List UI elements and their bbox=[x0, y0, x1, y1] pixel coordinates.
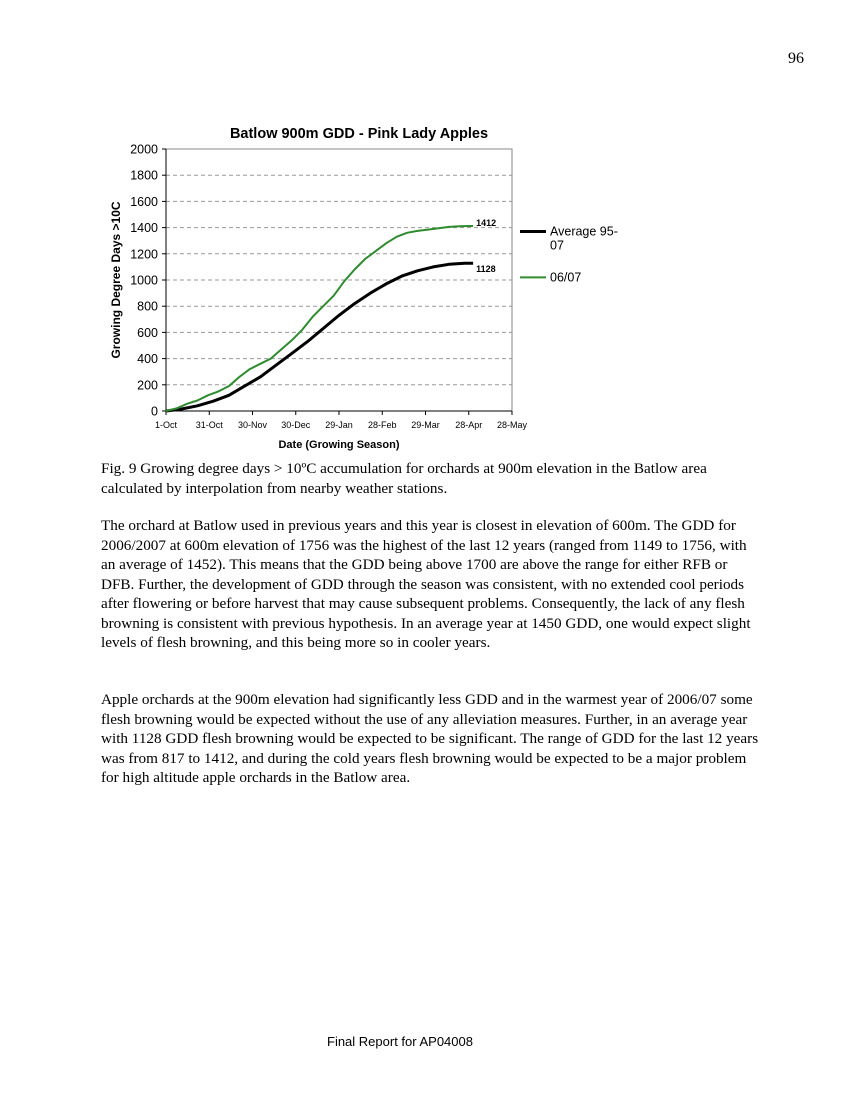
x-tick-label: 28-May bbox=[497, 420, 528, 430]
x-tick-label: 30-Nov bbox=[238, 420, 268, 430]
x-tick-label: 28-Apr bbox=[455, 420, 482, 430]
y-tick-label: 800 bbox=[137, 300, 158, 314]
y-tick-label: 1400 bbox=[130, 221, 158, 235]
paragraph-2: Apple orchards at the 900m elevation had… bbox=[101, 691, 759, 786]
x-tick-label: 31-Oct bbox=[196, 420, 224, 430]
legend-label: Average 95-07 bbox=[550, 225, 618, 253]
y-tick-label: 1600 bbox=[130, 195, 158, 209]
y-tick-label: 0 bbox=[151, 405, 158, 419]
x-tick-label: 28-Feb bbox=[368, 420, 397, 430]
y-tick-label: 600 bbox=[137, 326, 158, 340]
y-tick-label: 1000 bbox=[130, 274, 158, 288]
series-end-label: 1412 bbox=[476, 218, 496, 228]
x-tick-label: 29-Jan bbox=[325, 420, 353, 430]
figure-caption: Fig. 9 Growing degree days > 10ºC accumu… bbox=[101, 460, 707, 497]
series-line-0607 bbox=[165, 225, 474, 412]
y-tick-label: 2000 bbox=[130, 143, 158, 157]
legend-label: 06/07 bbox=[550, 270, 581, 284]
gdd-chart: 0 200 400 600 800 1000 1200 1400 1600 1800 2000 1-O… bbox=[100, 118, 660, 458]
chart-svg: 0 200 400 600 800 1000 1200 1400 1600 1800 2000 1-O… bbox=[109, 126, 618, 451]
x-tick-label: 29-Mar bbox=[411, 420, 440, 430]
y-tick-label: 1200 bbox=[130, 247, 158, 261]
chart-title: Batlow 900m GDD - Pink Lady Apples bbox=[230, 126, 488, 142]
page-footer: Final Report for AP04008 bbox=[327, 1034, 473, 1049]
x-tick-label: 1-Oct bbox=[155, 420, 178, 430]
y-axis-label: Growing Degree Days >10C bbox=[109, 201, 123, 358]
paragraph-1: The orchard at Batlow used in previous y… bbox=[101, 517, 751, 651]
series-end-label: 1128 bbox=[476, 264, 496, 274]
x-axis-label: Date (Growing Season) bbox=[278, 439, 399, 451]
y-tick-label: 400 bbox=[137, 352, 158, 366]
page-number: 96 bbox=[788, 50, 804, 67]
y-tick-label: 200 bbox=[137, 378, 158, 392]
x-tick-label: 30-Dec bbox=[281, 420, 311, 430]
series-line-average bbox=[165, 261, 474, 413]
y-tick-label: 1800 bbox=[130, 169, 158, 183]
